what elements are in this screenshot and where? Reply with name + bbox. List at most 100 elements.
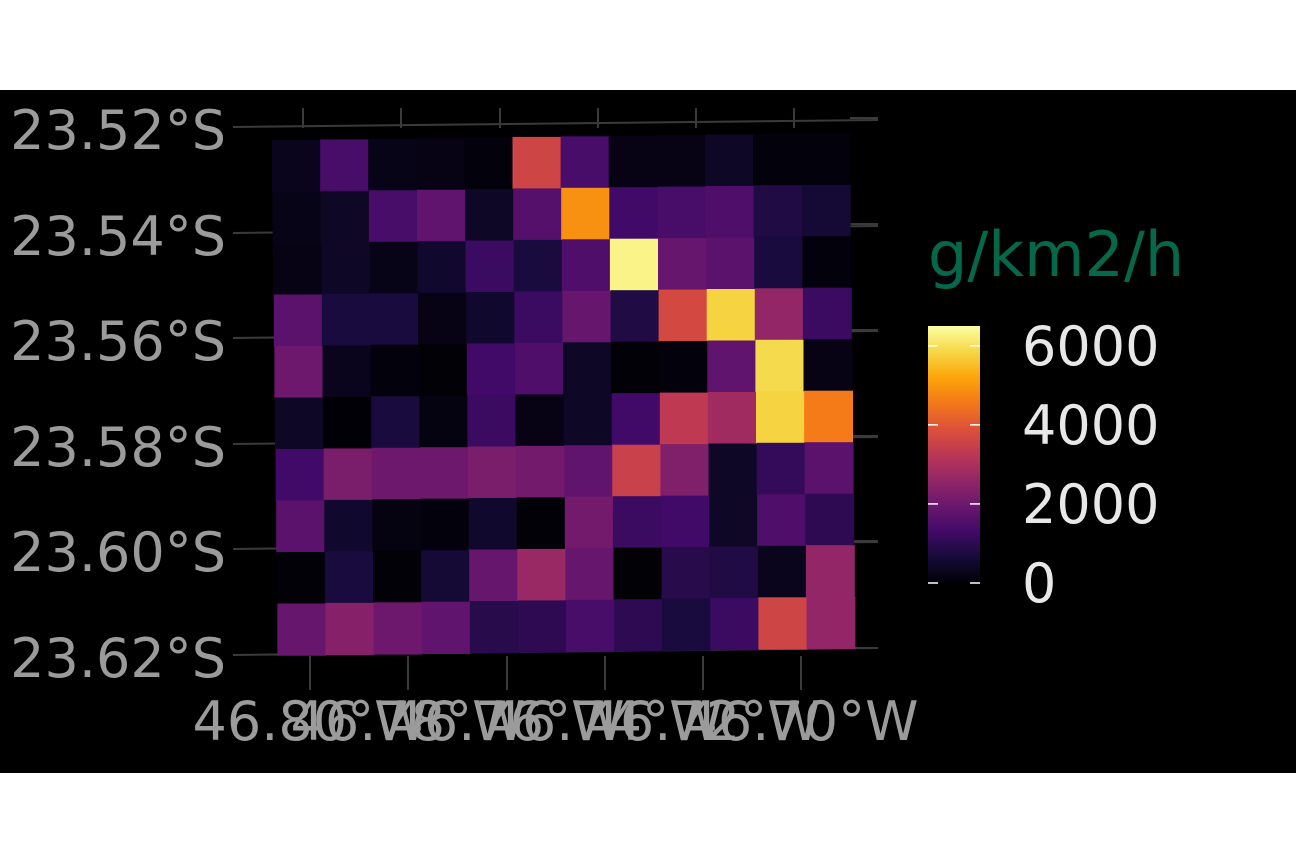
heatmap-cell (710, 598, 760, 651)
heatmap-cell (804, 390, 853, 443)
y-tick-label: 23.62°S (10, 627, 226, 690)
y-tick-label: 23.54°S (10, 205, 226, 268)
heatmap-cell (805, 493, 855, 546)
heatmap-cell (661, 547, 711, 600)
heatmap-cell (753, 133, 802, 187)
heatmap-cell (610, 290, 660, 343)
heatmap-cell (758, 597, 808, 650)
heatmap-cell (274, 346, 324, 399)
heatmap-cell (516, 497, 566, 550)
x-tick-label: 46.70°W (684, 690, 919, 753)
heatmap-cell (517, 548, 567, 602)
heatmap-cell (277, 603, 327, 656)
heatmap-cell (803, 339, 853, 392)
heatmap-cell (371, 447, 421, 501)
heatmap-cell (517, 600, 567, 653)
heatmap-cell (421, 550, 470, 603)
heatmap-cell (373, 550, 422, 604)
heatmap-cell (709, 495, 758, 548)
heatmap-cell (805, 545, 855, 598)
heatmap-cell (275, 397, 324, 450)
heatmap-cell (371, 396, 421, 449)
heatmap-cell (368, 138, 418, 192)
heatmap-cell (611, 341, 660, 394)
heatmap-cell (370, 293, 419, 346)
heatmap-cell (561, 239, 611, 292)
heatmap-cell (564, 445, 614, 498)
heatmap-cell (272, 191, 322, 244)
heatmap-cell (513, 239, 563, 293)
heatmap-cell (609, 238, 659, 291)
heatmap-cell (466, 343, 516, 396)
heatmap-cell (613, 547, 663, 600)
heatmap-cell (612, 444, 662, 497)
heatmap-cell (325, 602, 375, 656)
heatmap-cell (276, 500, 326, 553)
heatmap-cell (417, 241, 467, 294)
heatmap-cells (272, 133, 856, 656)
x-tick-label: 46.74°W (488, 690, 723, 753)
heatmap-cell (324, 499, 374, 553)
heatmap-cell (562, 290, 612, 344)
heatmap-cell (323, 396, 372, 450)
heatmap-cell (662, 598, 712, 651)
legend-title: g/km2/h (928, 218, 1184, 291)
heatmap-cell (706, 237, 755, 290)
heatmap-cell (801, 184, 851, 237)
heatmap-cell (801, 133, 850, 186)
heatmap-cell (514, 291, 564, 344)
heatmap-cell (608, 135, 658, 188)
color-legend: g/km2/h 0 2000 4000 6000 (928, 218, 1184, 615)
heatmap-cell (561, 187, 611, 241)
heatmap-cell (611, 393, 661, 446)
heatmap-cell (465, 189, 514, 242)
heatmap-cell (512, 136, 562, 190)
heatmap-cell (468, 498, 518, 551)
heatmap-cell (707, 340, 757, 393)
heatmap-cell (705, 186, 755, 239)
heatmap-cell (614, 599, 663, 652)
heatmap-cell (756, 391, 805, 444)
heatmap-cell (754, 288, 804, 341)
x-tick-label: 46.72°W (586, 690, 821, 753)
heatmap-cell (660, 444, 710, 497)
heatmap-cell (802, 236, 852, 289)
heatmap-cell (802, 287, 852, 340)
heatmap-cell (469, 601, 519, 654)
heatmap-cell (756, 442, 806, 496)
heatmap-cell (275, 449, 325, 502)
heatmap-cell (514, 342, 564, 396)
heatmap-cell (273, 294, 323, 347)
y-tick-line (232, 119, 879, 128)
heatmap-cell (804, 442, 854, 495)
heatmap-cell (320, 139, 369, 192)
heatmap-cell (373, 602, 423, 655)
heatmap-cell (321, 242, 371, 295)
heatmap-cell (322, 345, 372, 398)
heatmap-cell (416, 189, 466, 242)
heatmap-cell (657, 186, 707, 239)
heatmap-cell (419, 395, 469, 448)
heatmap-cell (324, 551, 374, 604)
heatmap-cell (658, 238, 707, 291)
heatmap-cell (420, 498, 470, 551)
heatmap-cell (563, 342, 612, 395)
heatmap-cell (513, 188, 562, 241)
heatmap-cell (418, 344, 468, 397)
legend-tick-label: 4000 (1022, 394, 1159, 457)
heatmap-cell (659, 392, 709, 445)
y-tick-label: 23.60°S (10, 521, 226, 584)
y-tick-label: 23.56°S (10, 310, 226, 373)
heatmap-cell (273, 243, 323, 296)
heatmap-cell (419, 447, 469, 500)
heatmap-cell (753, 185, 803, 238)
heatmap-cell (565, 548, 615, 601)
axis-tick-labels: 23.52°S 23.54°S 23.56°S 23.58°S 23.60°S 23.62… (10, 99, 918, 753)
heatmap-cell (468, 446, 517, 499)
heatmap-cell (563, 393, 613, 447)
heatmap-cell (755, 339, 805, 393)
heatmap-cell (757, 494, 807, 547)
heatmap-cell (466, 292, 516, 345)
heatmap-cell (612, 496, 662, 549)
heatmap-cell (708, 443, 758, 496)
